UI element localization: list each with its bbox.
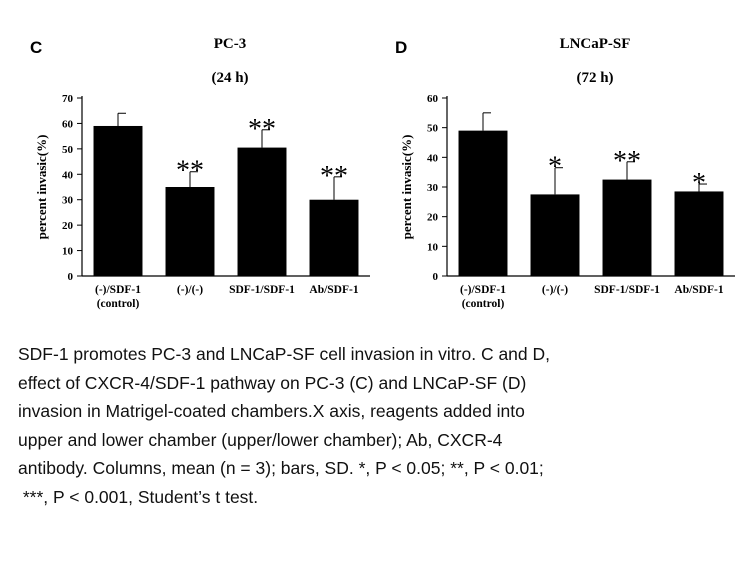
- bar-chart-lncap: 0 10 20 30 40 50 60 percent invasic(%) (-)/SDF-1…: [399, 93, 735, 310]
- x-tick-label: (-)/(-): [542, 284, 568, 296]
- significance-label: **: [320, 161, 348, 192]
- caption-line: SDF-1 promotes PC-3 and LNCaP-SF cell in…: [18, 344, 551, 364]
- y-tick-label: 40: [427, 152, 439, 164]
- panel-label: D: [395, 38, 408, 57]
- bar: [602, 179, 652, 276]
- x-tick-label: (-)/(-): [177, 284, 203, 296]
- y-tick-label: 50: [427, 123, 439, 135]
- chart-panel-c: 0 10 20 30 40 50 60 70 percent invasic(%) (-)/SDF…: [20, 30, 380, 330]
- bar: [165, 187, 215, 276]
- caption-line: antibody. Columns, mean (n = 3); bars, S…: [18, 458, 544, 478]
- bar: [93, 125, 143, 276]
- caption-line: upper and lower chamber (upper/lower cha…: [18, 429, 503, 450]
- chart-title: LNCaP-SF: [559, 36, 631, 52]
- chart-subtitle: (72 h): [576, 70, 614, 86]
- y-tick-label: 60: [62, 118, 74, 130]
- y-tick-label: 70: [62, 93, 74, 105]
- x-tick-label: (control): [462, 298, 505, 310]
- y-tick-label: 10: [62, 246, 74, 258]
- significance-label: **: [613, 146, 641, 177]
- x-tick-label: (-)/SDF-1: [460, 284, 506, 296]
- x-tick-label: Ab/SDF-1: [674, 284, 723, 296]
- bar: [237, 147, 287, 276]
- y-tick-label: 30: [62, 195, 74, 207]
- y-tick-label: 20: [62, 220, 74, 232]
- figure-caption: SDF-1 promotes PC-3 and LNCaP-SF cell in…: [18, 340, 748, 511]
- panel-label: C: [30, 38, 43, 57]
- x-tick-label: (-)/SDF-1: [95, 284, 141, 296]
- chart-title: PC-3: [213, 36, 247, 52]
- caption-line: ***, P < 0.001, Student’s t test.: [18, 486, 259, 507]
- x-tick-label: (control): [97, 298, 140, 310]
- caption-line: effect of CXCR-4/SDF-1 pathway on PC-3 (…: [18, 372, 527, 393]
- x-tick-label: SDF-1/SDF-1: [229, 284, 295, 296]
- chart-subtitle: (24 h): [211, 70, 249, 86]
- bar: [530, 194, 580, 276]
- y-tick-label: 60: [427, 93, 439, 105]
- bar: [309, 199, 359, 276]
- significance-label: *: [548, 152, 562, 183]
- significance-label: **: [176, 156, 204, 187]
- caption-line: invasion in Matrigel-coated chambers.X a…: [18, 401, 525, 421]
- y-tick-label: 0: [68, 271, 74, 283]
- significance-label: **: [248, 114, 276, 145]
- y-tick-label: 0: [433, 271, 439, 283]
- y-tick-label: 20: [427, 212, 439, 224]
- y-tick-label: 50: [62, 144, 74, 156]
- y-axis-label: percent invasic(%): [34, 135, 49, 240]
- bar: [458, 130, 508, 276]
- y-tick-label: 40: [62, 169, 74, 181]
- y-axis-label: percent invasic(%): [399, 135, 414, 240]
- bar-chart-pc3: 0 10 20 30 40 50 60 70 percent invasic(%) (-)/SDF…: [34, 93, 370, 310]
- chart-panel-d: 0 10 20 30 40 50 60 percent invasic(%) (-)/SDF-1…: [385, 30, 745, 330]
- bar: [674, 191, 724, 276]
- x-tick-label: Ab/SDF-1: [309, 284, 358, 296]
- significance-label: *: [692, 168, 706, 199]
- x-tick-label: SDF-1/SDF-1: [594, 284, 660, 296]
- y-tick-label: 10: [427, 241, 439, 253]
- y-tick-label: 30: [427, 182, 439, 194]
